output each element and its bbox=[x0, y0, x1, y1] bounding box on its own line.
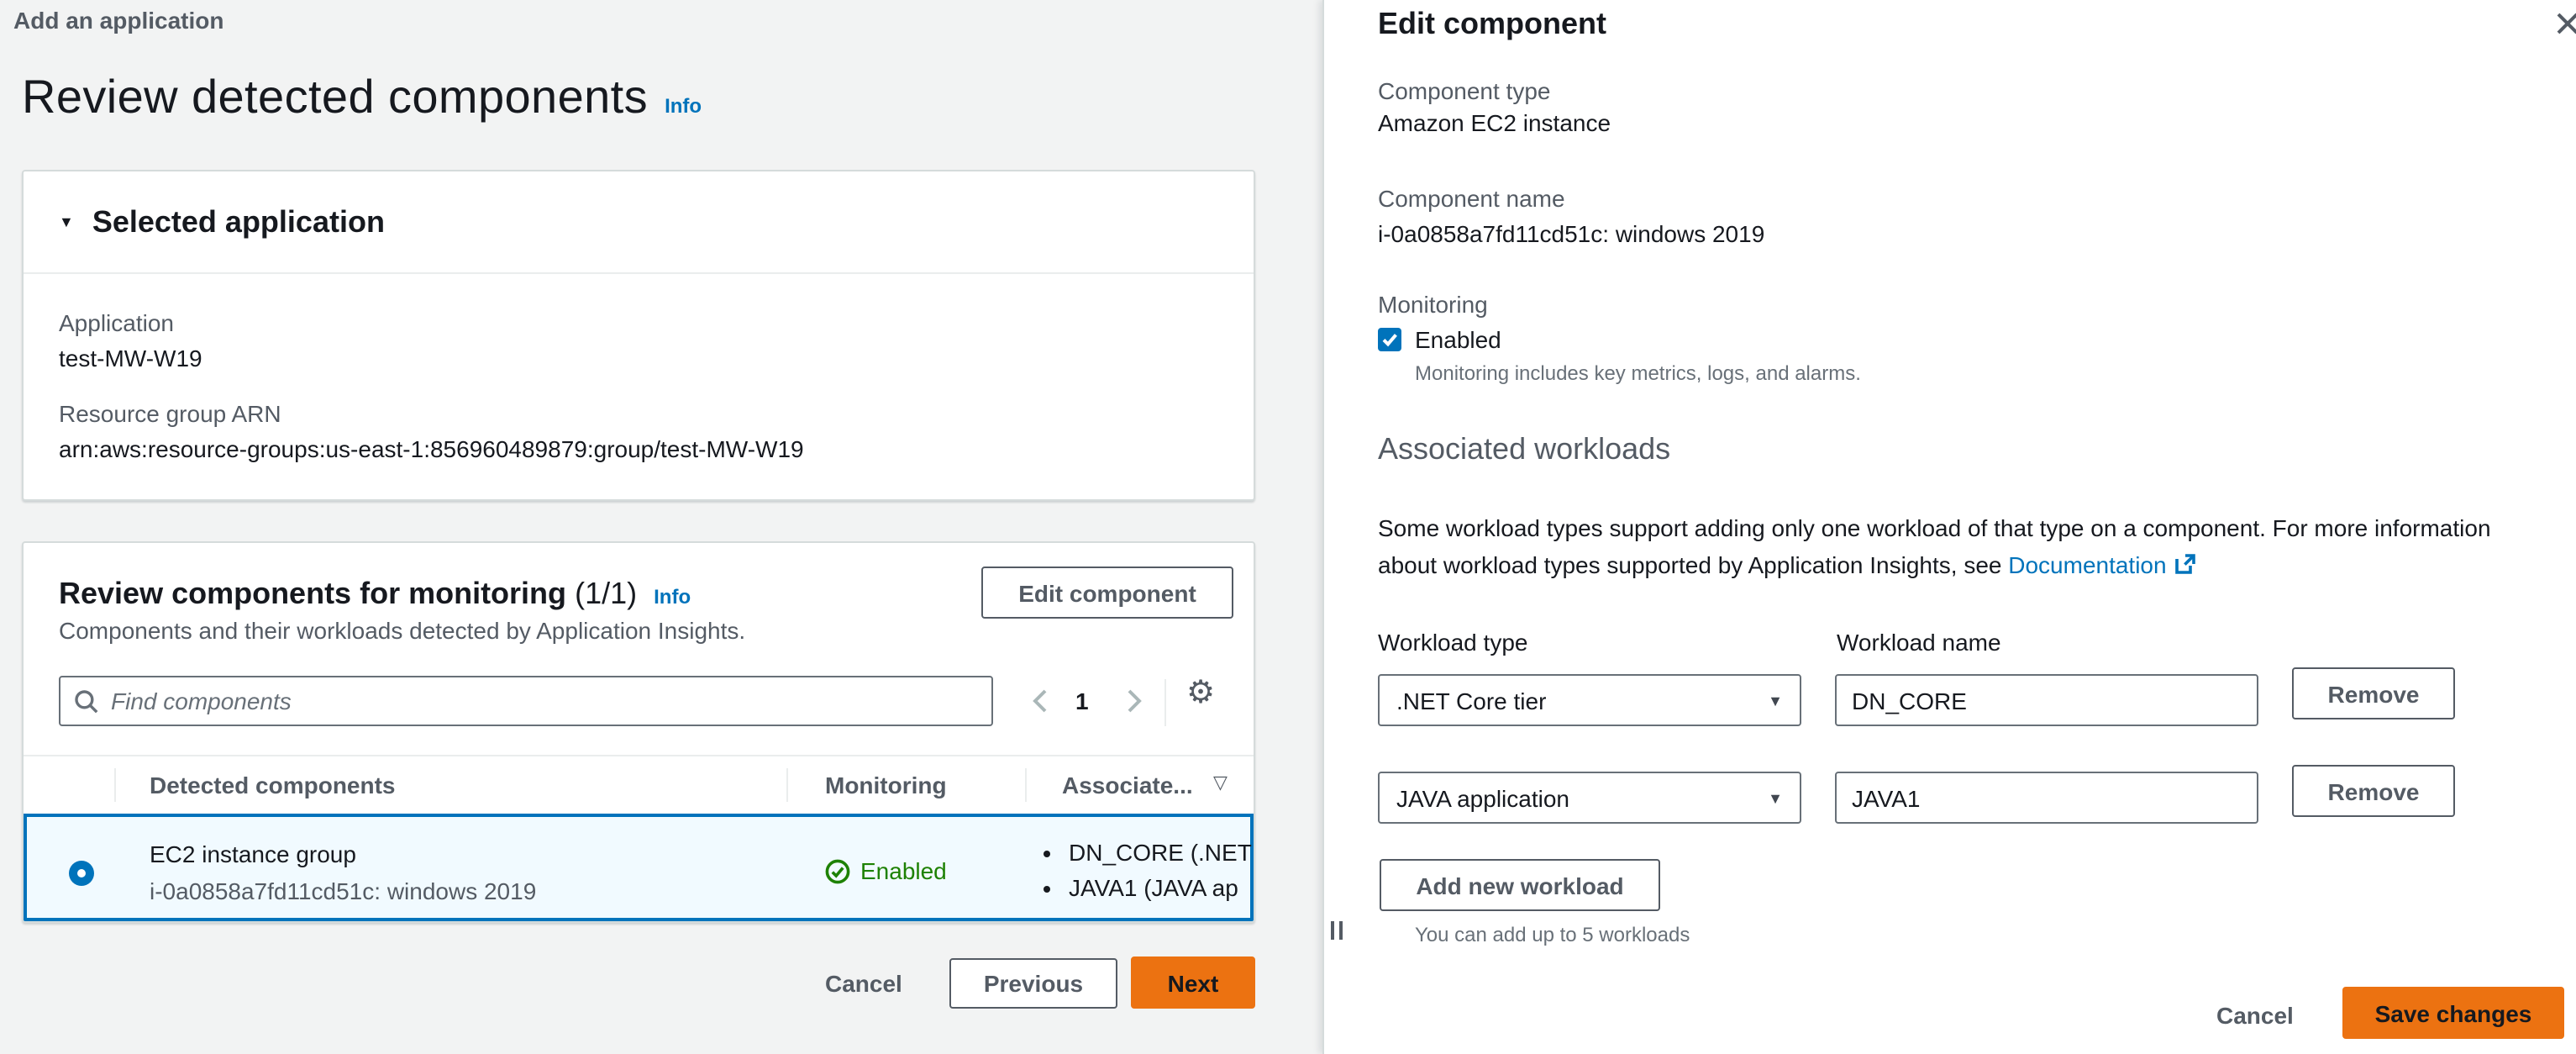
component-instance-id: i-0a0858a7fd11cd51c: windows 2019 bbox=[150, 877, 537, 904]
column-header-associated: Associate... bbox=[1062, 772, 1193, 798]
chevron-down-icon: ▼ bbox=[1768, 692, 1783, 709]
workloads-description: Some workload types support adding only … bbox=[1378, 509, 2544, 583]
workload-name-input-2[interactable] bbox=[1835, 772, 2258, 824]
monitoring-checkbox-row: Enabled bbox=[1378, 326, 1501, 353]
page-info-link[interactable]: Info bbox=[665, 94, 702, 118]
external-link-icon bbox=[2175, 554, 2196, 574]
selected-application-card: ▼ Selected application Application test-… bbox=[22, 170, 1255, 501]
workloads-description-line2: about workload types supported by Applic… bbox=[1378, 551, 2002, 578]
associated-workloads-list: DN_CORE (.NET JAVA1 (JAVA ap bbox=[1069, 830, 1252, 909]
panel-resize-handle[interactable] bbox=[1331, 921, 1343, 940]
workload-type-value-2: JAVA application bbox=[1396, 784, 1569, 811]
panel-title: Edit component bbox=[1378, 7, 1606, 40]
selected-application-body: Application test-MW-W19 Resource group A… bbox=[24, 274, 1254, 462]
sort-triangle-icon[interactable]: ▽ bbox=[1213, 772, 1228, 793]
components-count: (1/1) bbox=[575, 577, 638, 610]
toolbar-divider bbox=[1164, 679, 1166, 726]
edit-component-panel: Edit component Component type Amazon EC2… bbox=[1322, 0, 2576, 1054]
selected-application-header[interactable]: ▼ Selected application bbox=[24, 171, 1254, 274]
application-label: Application bbox=[59, 309, 174, 336]
workload-name-input-1[interactable] bbox=[1835, 674, 2258, 726]
monitoring-status: Enabled bbox=[825, 857, 947, 884]
component-type-label: Component type bbox=[1378, 77, 1551, 104]
column-header-detected: Detected components bbox=[150, 772, 396, 798]
resource-group-arn-value: arn:aws:resource-groups:us-east-1:856960… bbox=[59, 435, 804, 462]
workload-type-select-1[interactable]: .NET Core tier ▼ bbox=[1378, 674, 1801, 726]
workload-item: JAVA1 (JAVA ap bbox=[1069, 874, 1252, 901]
edit-component-button[interactable]: Edit component bbox=[981, 567, 1233, 619]
panel-cancel-link[interactable]: Cancel bbox=[2216, 1002, 2294, 1029]
components-description: Components and their workloads detected … bbox=[59, 617, 746, 644]
column-divider bbox=[786, 768, 788, 802]
pagination-previous-icon[interactable] bbox=[1028, 688, 1055, 714]
previous-button[interactable]: Previous bbox=[949, 958, 1117, 1009]
enabled-checkbox[interactable] bbox=[1378, 328, 1401, 351]
remove-workload-button-2[interactable]: Remove bbox=[2292, 765, 2455, 817]
enabled-checkbox-label: Enabled bbox=[1415, 326, 1501, 353]
column-divider bbox=[114, 768, 116, 802]
workload-item: DN_CORE (.NET bbox=[1069, 839, 1252, 866]
close-icon[interactable] bbox=[2556, 12, 2576, 35]
component-name: EC2 instance group bbox=[150, 841, 356, 867]
collapse-triangle-icon[interactable]: ▼ bbox=[59, 213, 74, 230]
status-badge: Enabled bbox=[860, 857, 947, 884]
save-changes-button[interactable]: Save changes bbox=[2342, 987, 2564, 1039]
column-header-monitoring: Monitoring bbox=[825, 772, 947, 798]
workload-type-label: Workload type bbox=[1378, 629, 1528, 656]
breadcrumb: Add an application bbox=[13, 7, 224, 34]
wizard-cancel-link[interactable]: Cancel bbox=[825, 970, 902, 997]
workload-limit-note: You can add up to 5 workloads bbox=[1415, 923, 1690, 946]
chevron-down-icon: ▼ bbox=[1768, 789, 1783, 806]
row-radio-button[interactable] bbox=[69, 861, 94, 886]
monitoring-help-text: Monitoring includes key metrics, logs, a… bbox=[1415, 361, 1861, 385]
component-name-value: i-0a0858a7fd11cd51c: windows 2019 bbox=[1378, 220, 1765, 247]
search-input[interactable] bbox=[111, 688, 978, 714]
component-table-row[interactable]: EC2 instance group i-0a0858a7fd11cd51c: … bbox=[24, 814, 1254, 921]
page-title: Review detected components bbox=[22, 71, 649, 123]
table-top-divider bbox=[24, 755, 1254, 756]
search-box bbox=[59, 676, 993, 726]
pagination-next-icon[interactable] bbox=[1119, 688, 1146, 714]
review-components-card: Review components for monitoring (1/1) In… bbox=[22, 541, 1255, 923]
check-circle-icon bbox=[825, 858, 850, 883]
workload-name-label: Workload name bbox=[1837, 629, 2001, 656]
application-value: test-MW-W19 bbox=[59, 345, 202, 372]
search-icon bbox=[75, 689, 98, 713]
review-components-title: Review components for monitoring (1/1) In… bbox=[59, 577, 691, 612]
workloads-description-line1: Some workload types support adding only … bbox=[1378, 514, 2491, 541]
workload-type-value-1: .NET Core tier bbox=[1396, 687, 1547, 714]
page-header: Review detected components Info bbox=[22, 71, 702, 124]
next-button[interactable]: Next bbox=[1131, 957, 1255, 1009]
documentation-link[interactable]: Documentation bbox=[2008, 551, 2167, 578]
pagination-page-number[interactable]: 1 bbox=[1075, 688, 1089, 714]
settings-gear-icon[interactable]: ⚙ bbox=[1186, 674, 1216, 711]
component-type-value: Amazon EC2 instance bbox=[1378, 109, 1611, 136]
column-divider bbox=[1025, 768, 1027, 802]
resource-group-arn-label: Resource group ARN bbox=[59, 400, 281, 427]
monitoring-label: Monitoring bbox=[1378, 291, 1488, 318]
selected-application-title: Selected application bbox=[92, 204, 385, 238]
add-new-workload-button[interactable]: Add new workload bbox=[1380, 859, 1660, 911]
workload-type-select-2[interactable]: JAVA application ▼ bbox=[1378, 772, 1801, 824]
associated-workloads-title: Associated workloads bbox=[1378, 432, 1671, 466]
review-components-title-text: Review components for monitoring bbox=[59, 577, 567, 610]
components-info-link[interactable]: Info bbox=[654, 585, 691, 609]
main-content: Add an application Review detected compo… bbox=[0, 0, 1322, 1054]
remove-workload-button-1[interactable]: Remove bbox=[2292, 667, 2455, 719]
table-header: Detected components Monitoring Associate… bbox=[24, 756, 1254, 814]
component-name-label: Component name bbox=[1378, 185, 1565, 212]
checkmark-icon bbox=[1382, 334, 1397, 347]
